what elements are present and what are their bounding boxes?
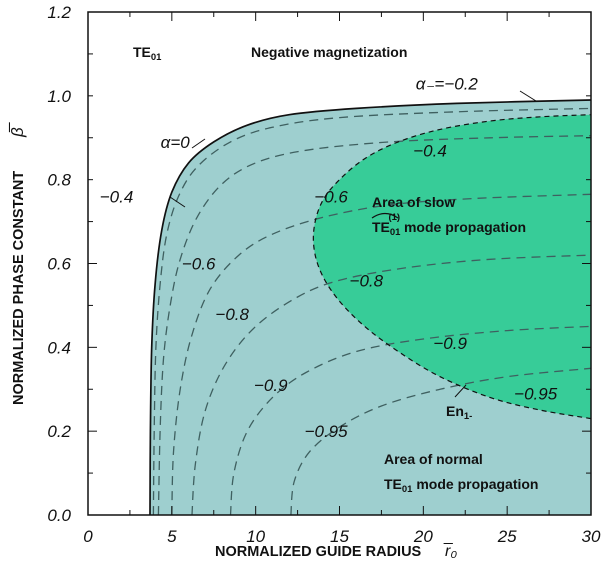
x-tick-label: 5: [167, 527, 177, 546]
series-line: [149, 99, 591, 515]
contour-label: α=0: [161, 133, 191, 152]
x-tick-label: 25: [497, 527, 517, 546]
contour-label: −0.95: [514, 384, 558, 403]
y-tick-label: 0.6: [47, 255, 71, 274]
x-axis-symbol: r̅₀: [443, 542, 457, 560]
slow-region-line1: Area of slow: [372, 194, 455, 210]
alpha-minus-pointer: [519, 90, 537, 102]
x-tick-label: 30: [582, 527, 601, 546]
contour-label: −0.9: [433, 334, 467, 353]
y-tick-label: 0.2: [47, 422, 71, 441]
y-tick-label: 0.0: [47, 506, 71, 525]
series-line: [152, 107, 591, 515]
contour-label: −0.8: [215, 305, 249, 324]
slow-propagation-region: [313, 114, 591, 419]
series-line: [157, 135, 591, 515]
series-line: [312, 114, 591, 420]
heading-negative-magnetization: Negative magnetization: [251, 44, 407, 60]
slow-region-line2: TE01(1) mode propagation: [372, 212, 526, 238]
y-axis-title: NORMALIZED PHASE CONSTANT: [11, 171, 27, 405]
y-tick-label: 0.8: [47, 171, 71, 190]
x-tick-label: 15: [330, 527, 349, 546]
minus04-pointer: [169, 196, 186, 208]
x-tick-label: 20: [413, 527, 433, 546]
y-tick-label: 1.2: [47, 3, 71, 22]
x-tick-label: 0: [83, 527, 93, 546]
x-axis: 0 5 10 15 20 25 30: [83, 12, 601, 546]
y-axis-symbol: β̅: [8, 121, 27, 138]
contour-labels: α=0 α₋=−0.2 −0.4 −0.4 −0.6 −0.6 −0.8 −0.8 −0.9 −0…: [100, 74, 558, 441]
mode-label: TE01: [133, 44, 162, 63]
contour-label: −0.6: [182, 255, 216, 274]
alpha0-pointer: [191, 138, 206, 149]
en-pointer: [454, 384, 467, 398]
contour-label: α₋=−0.2: [416, 74, 479, 93]
series-line: [171, 193, 591, 515]
contour-label: −0.4: [100, 187, 134, 206]
series-line: [229, 325, 591, 515]
series-line: [290, 367, 591, 515]
contour-label: −0.8: [350, 271, 384, 290]
series-line: [191, 254, 591, 515]
contour-lines: [149, 99, 591, 515]
x-axis-title: NORMALIZED GUIDE RADIUS: [215, 544, 422, 560]
x-tick-label: 10: [246, 527, 265, 546]
contour-label: −0.95: [305, 422, 349, 441]
contour-label: −0.6: [314, 187, 348, 206]
en-label: En1-: [446, 403, 472, 422]
contour-label: −0.9: [254, 376, 288, 395]
normal-region-line1: Area of normal: [384, 451, 483, 467]
y-tick-label: 1.0: [47, 87, 71, 106]
slow-mode-hat-mark: [371, 212, 399, 219]
contour-label: −0.4: [413, 141, 447, 160]
y-axis: 0.0 0.2 0.4 0.6 0.8 1.0 1.2: [47, 3, 591, 525]
y-tick-label: 0.4: [47, 338, 71, 357]
normal-region-line2: TE01 mode propagation: [384, 476, 538, 495]
